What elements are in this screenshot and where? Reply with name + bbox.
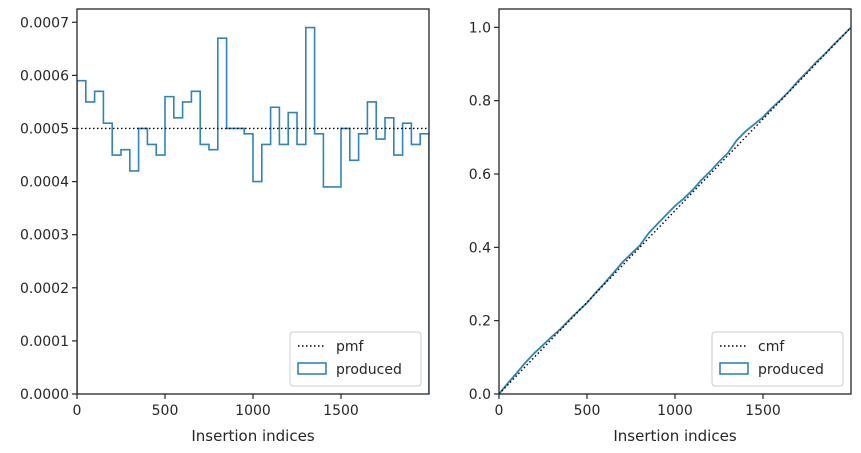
legend-reference-label: cmf <box>758 339 785 355</box>
legend-produced-label: produced <box>336 362 402 378</box>
y-tick-label: 0.0002 <box>20 281 69 297</box>
plot-area <box>499 26 851 394</box>
y-tick-label: 0.0005 <box>20 121 69 137</box>
plot-frame <box>76 8 430 395</box>
x-tick-label: 500 <box>152 403 179 419</box>
plot-area <box>77 26 429 394</box>
y-tick-label: 0.0001 <box>20 334 69 350</box>
legend-produced-swatch <box>719 362 749 375</box>
legend-produced-swatch <box>297 362 327 375</box>
legend: cmf produced <box>711 331 844 387</box>
y-tick-label: 0.4 <box>469 240 491 256</box>
x-tick-label: 1000 <box>235 403 271 419</box>
y-tick-label: 0.2 <box>469 314 491 330</box>
plot-frame <box>498 8 852 395</box>
y-tick-label: 0.0006 <box>20 68 69 84</box>
y-tick-label: 1.0 <box>469 20 491 36</box>
cmf-reference-line <box>499 26 851 394</box>
x-tick-label: 1500 <box>745 403 781 419</box>
y-tick-label: 0.0000 <box>20 387 69 403</box>
produced-step-line <box>77 26 429 394</box>
y-tick-label: 0.0004 <box>20 175 69 191</box>
legend-reference-label: pmf <box>336 339 365 355</box>
legend-produced-label: produced <box>758 362 824 378</box>
x-axis-label: Insertion indices <box>191 427 314 445</box>
y-tick-label: 0.6 <box>469 167 491 183</box>
y-tick-label: 0.0007 <box>20 15 69 31</box>
y-tick-label: 0.8 <box>469 94 491 110</box>
x-tick-label: 500 <box>574 403 601 419</box>
cmf-panel: 0 500 1000 1500 0.0 0.2 0.4 0.6 0.8 1.0 Insertion … <box>469 8 852 445</box>
x-tick-label: 1500 <box>323 403 359 419</box>
y-tick-label: 0.0 <box>469 387 491 403</box>
x-tick-label: 0 <box>73 403 82 419</box>
x-tick-label: 1000 <box>657 403 693 419</box>
legend: pmf produced <box>289 331 422 387</box>
x-tick-label: 0 <box>495 403 504 419</box>
y-tick-label: 0.0003 <box>20 228 69 244</box>
x-axis-label: Insertion indices <box>613 427 736 445</box>
pmf-panel: 0 500 1000 1500 0.0000 0.0001 0.0002 0.0003 0.00… <box>20 8 430 445</box>
